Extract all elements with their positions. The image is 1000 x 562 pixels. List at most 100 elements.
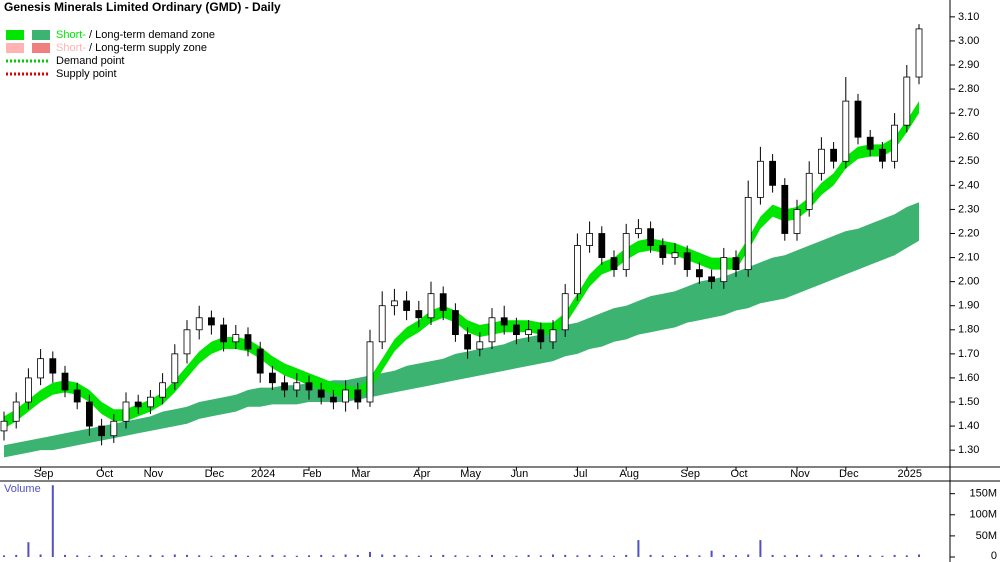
volume-bar xyxy=(161,555,164,557)
candle-body xyxy=(696,269,703,278)
volume-bar xyxy=(417,555,420,557)
volume-bar xyxy=(686,554,689,557)
volume-tick-label: 50M xyxy=(976,530,997,542)
volume-bar xyxy=(271,554,274,557)
volume-bar xyxy=(869,555,872,557)
candle-body xyxy=(427,293,435,319)
legend-label: Demand point xyxy=(56,55,125,67)
candle-body xyxy=(86,401,93,427)
volume-bar xyxy=(125,555,127,557)
volume-bar xyxy=(466,555,469,557)
volume-bar xyxy=(539,555,542,557)
volume-bar xyxy=(15,554,18,557)
candle-body xyxy=(110,420,118,437)
legend-swatch xyxy=(6,43,24,53)
legend-swatch xyxy=(32,30,50,40)
candle-body xyxy=(720,257,728,283)
volume-bar xyxy=(39,554,42,557)
candle-body xyxy=(146,396,154,408)
volume-bar xyxy=(808,555,811,557)
candle-body xyxy=(915,28,923,78)
x-tick-label: Jul xyxy=(573,468,587,480)
candle-body xyxy=(647,228,654,246)
candle-body xyxy=(134,401,142,408)
candle-body xyxy=(561,293,569,331)
candle-body xyxy=(708,276,715,283)
candle-body xyxy=(598,233,606,258)
x-tick-label: Nov xyxy=(790,468,810,480)
volume-bar xyxy=(308,555,310,557)
volume-bar xyxy=(478,555,481,557)
x-tick-label: Dec xyxy=(205,468,225,480)
volume-bar xyxy=(661,555,664,557)
legend-swatch xyxy=(6,30,24,40)
x-tick-label: Dec xyxy=(839,468,859,480)
legend-swatch xyxy=(32,43,50,53)
candle-body xyxy=(805,172,813,210)
volume-bar xyxy=(832,554,835,557)
candle-body xyxy=(488,317,496,343)
volume-bar xyxy=(564,554,567,557)
candle-body xyxy=(317,389,325,398)
legend-long: Long-term supply zone xyxy=(95,42,207,54)
candle-body xyxy=(574,245,581,295)
volume-bar xyxy=(344,554,347,557)
y-tick-label: 2.90 xyxy=(958,59,979,71)
candle-body xyxy=(683,252,691,271)
short-term-zone xyxy=(4,101,919,429)
volume-bar xyxy=(625,554,628,557)
volume-bar xyxy=(234,554,237,557)
candle-body xyxy=(781,184,789,234)
candle-body xyxy=(451,310,459,336)
candle-body xyxy=(866,136,874,150)
candle-body xyxy=(256,348,264,374)
candle-body xyxy=(293,382,301,391)
candle-body xyxy=(879,148,886,162)
volume-bar xyxy=(747,554,750,557)
x-tick-label: Mar xyxy=(351,468,370,480)
candle-body xyxy=(366,341,374,403)
volume-bar xyxy=(393,554,396,557)
candle-body xyxy=(513,324,520,336)
candle-body xyxy=(610,257,618,271)
y-tick-label: 2.30 xyxy=(958,203,979,215)
x-tick-label: Aug xyxy=(619,468,639,480)
y-tick-label: 1.70 xyxy=(958,348,979,360)
y-tick-label: 2.10 xyxy=(958,251,979,263)
volume-bar xyxy=(381,554,384,557)
volume-bar xyxy=(405,555,408,557)
volume-bar xyxy=(332,555,335,557)
legend-short: Short- xyxy=(56,42,86,54)
volume-bar xyxy=(759,540,762,557)
y-tick-label: 2.40 xyxy=(958,179,979,191)
volume-bar xyxy=(64,554,66,557)
candle-body xyxy=(232,334,240,343)
volume-bar xyxy=(710,550,713,557)
candle-body xyxy=(622,233,630,271)
volume-bar xyxy=(515,555,518,557)
candle-body xyxy=(12,401,20,422)
legend-long: Long-term demand zone xyxy=(95,29,215,41)
candle-body xyxy=(195,317,203,331)
candle-body xyxy=(281,382,289,391)
volume-bar xyxy=(430,555,432,557)
candle-body xyxy=(586,233,593,246)
candle-body xyxy=(635,228,642,234)
candle-body xyxy=(842,100,850,162)
candle-body xyxy=(378,305,386,343)
candle-body xyxy=(891,124,898,162)
volume-bar xyxy=(454,555,457,557)
long-term-zone xyxy=(4,202,919,458)
y-tick-label: 2.70 xyxy=(958,107,979,119)
candle-body xyxy=(671,252,679,258)
legend-label: Short- / Long-term supply zone xyxy=(56,42,207,54)
candle-body xyxy=(244,334,252,350)
volume-bar xyxy=(295,555,298,557)
candle-body xyxy=(37,358,44,379)
candle-body xyxy=(439,293,447,311)
volume-bar xyxy=(783,555,786,557)
x-tick-label: Nov xyxy=(144,468,164,480)
legend-label: Supply point xyxy=(56,68,117,80)
